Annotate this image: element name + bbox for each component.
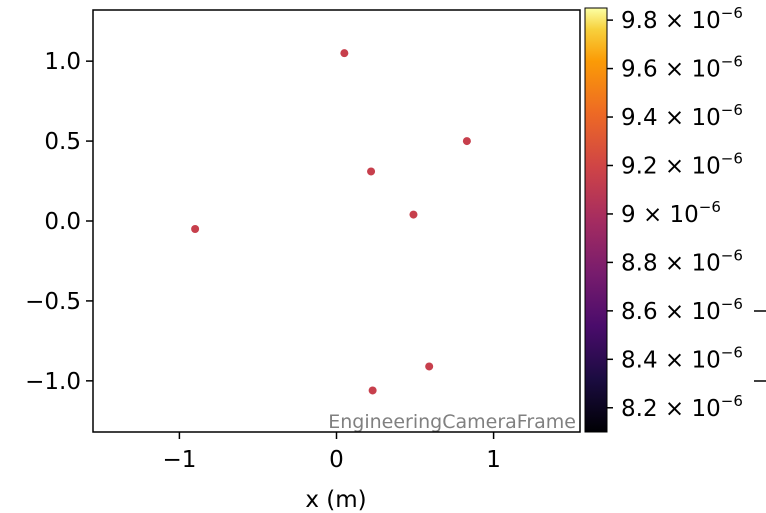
data-point-0 [340,49,349,58]
x-tick-label-2: 1 [486,447,501,473]
colorbar-tick-label-8: 9.8 × 10−6 [621,4,743,34]
x-tick-label-0: −1 [162,447,196,473]
y-tick-label-0: 1.0 [44,49,81,75]
colorbar-tick-label-4: 9 × 10−6 [621,198,721,228]
x-tick-label-1: 0 [329,447,344,473]
x-axis-ticks: −1 0 1 [162,432,501,473]
data-point-5 [425,362,434,371]
x-axis-label: x (m) [305,487,366,513]
colorbar-tick-exponent: −6 [721,246,743,264]
colorbar-tick-exponent: −6 [699,198,721,216]
data-points [191,49,471,395]
y-axis-ticks: 1.0 0.5 0.0 −0.5 −1.0 [25,49,93,395]
data-point-3 [409,210,418,219]
colorbar-tick-exponent: −6 [721,392,743,410]
colorbar-tick-exponent: −6 [721,343,743,361]
colorbar-tick-exponent: −6 [721,53,743,71]
colorbar [584,7,608,433]
colorbar-tick-exponent: −6 [721,4,743,22]
y-tick-label-4: −1.0 [25,369,81,395]
colorbar-tick-exponent: −6 [721,101,743,119]
colorbar-tick-label-2: 8.6 × 10−6 [621,295,743,325]
plot-area [93,10,580,432]
colorbar-tick-label-7: 9.6 × 10−6 [621,53,743,83]
data-point-4 [191,224,200,233]
y-tick-label-2: 0.0 [44,209,81,235]
y-tick-label-3: −0.5 [25,289,81,315]
colorbar-tick-label-0: 8.2 × 10−6 [621,392,743,422]
data-point-2 [367,167,376,176]
frame-annotation: EngineeringCameraFrame [328,411,576,433]
colorbar-tick-exponent: −6 [721,149,743,167]
y-tick-label-1: 0.5 [44,129,81,155]
colorbar-tick-label-3: 8.8 × 10−6 [621,246,743,276]
data-point-6 [368,386,377,395]
colorbar-ticks: 8.2 × 10−6 8.4 × 10−6 8.6 × 10−6 8.8 × 10−6… [607,4,743,422]
data-point-1 [462,137,471,146]
colorbar-tick-label-6: 9.4 × 10−6 [621,101,743,131]
colorbar-tick-exponent: −6 [721,295,743,313]
colorbar-tick-label-1: 8.4 × 10−6 [621,343,743,373]
colorbar-tick-label-5: 9.2 × 10−6 [621,149,743,179]
